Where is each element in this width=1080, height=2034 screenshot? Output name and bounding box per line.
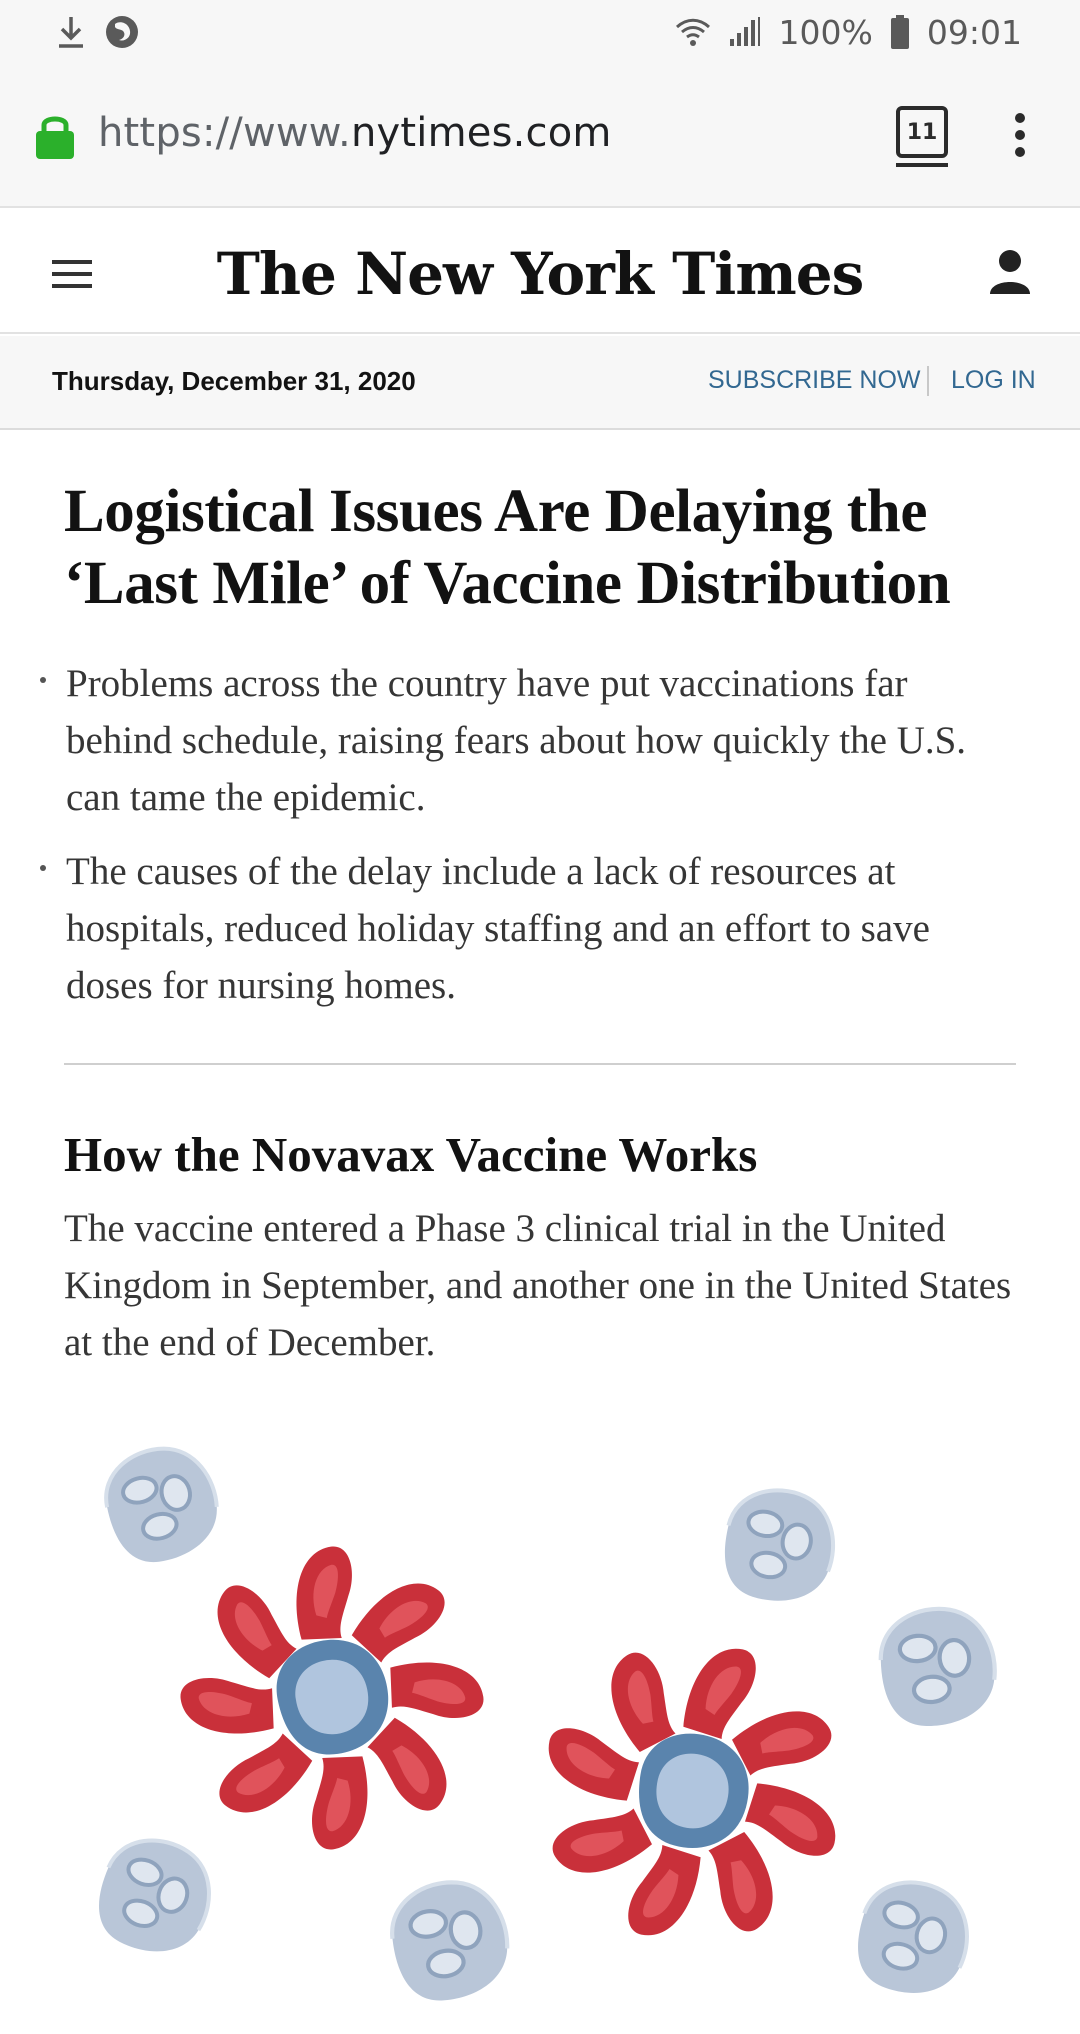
menu-icon[interactable] (52, 260, 92, 293)
browser-toolbar: https://www.nytimes.com 11 (0, 64, 1080, 208)
cell-graphic (844, 1868, 982, 2008)
virus-graphic (514, 1614, 870, 1970)
bullet-dot (40, 865, 46, 871)
tab-switcher-button[interactable]: 11 (896, 106, 948, 158)
article-headline[interactable]: How the Novavax Vaccine Works (64, 1127, 758, 1182)
cell-graphic (93, 1434, 231, 1574)
site-header: The New York Times (0, 210, 1080, 334)
url-prefix: https://www. (98, 110, 351, 156)
kebab-menu-icon[interactable] (1012, 112, 1028, 163)
battery-percent: 100% (778, 12, 873, 52)
summary-bullet[interactable]: The causes of the delay include a lack o… (40, 843, 1020, 1014)
summary-bullet[interactable]: Problems across the country have put vac… (40, 655, 1020, 826)
tab-switcher-underline (896, 163, 948, 167)
subscribe-link[interactable]: SUBSCRIBE NOW (708, 366, 921, 394)
cell-graphic (714, 1479, 845, 1612)
tab-count: 11 (906, 119, 938, 145)
date-bar: Thursday, December 31, 2020 SUBSCRIBE NO… (0, 336, 1080, 430)
summary-text: The causes of the delay include a lack o… (66, 850, 930, 1007)
user-icon[interactable] (988, 248, 1032, 299)
wifi-icon (675, 17, 711, 47)
site-logo[interactable]: The New York Times (216, 240, 865, 308)
current-date: Thursday, December 31, 2020 (52, 366, 416, 396)
firefox-icon (104, 14, 140, 50)
article-summary[interactable]: The vaccine entered a Phase 3 clinical t… (64, 1207, 1012, 1364)
lock-icon[interactable] (34, 112, 76, 165)
article-headline[interactable]: Logistical Issues Are Delaying the ‘Last… (64, 478, 951, 617)
virus-graphic (163, 1529, 502, 1868)
url-domain: nytimes.com (350, 110, 612, 156)
signal-icon (729, 17, 761, 47)
login-link[interactable]: LOG IN (951, 366, 1036, 394)
clock: 09:01 (926, 12, 1022, 52)
bullet-dot (40, 677, 46, 683)
battery-icon (890, 15, 909, 49)
link-divider (927, 366, 929, 396)
article-summary-list: Problems across the country have put vac… (40, 655, 1020, 1031)
download-icon (56, 15, 86, 49)
summary-text: Problems across the country have put vac… (66, 662, 967, 819)
url-field[interactable]: https://www.nytimes.com (98, 110, 612, 156)
article-illustration[interactable] (0, 1420, 1080, 2034)
status-bar: 100% 09:01 (0, 0, 1080, 64)
cell-graphic (83, 1823, 227, 1969)
section-divider (64, 1063, 1016, 1065)
cell-graphic (876, 1604, 999, 1730)
cell-graphic (384, 1874, 516, 2008)
